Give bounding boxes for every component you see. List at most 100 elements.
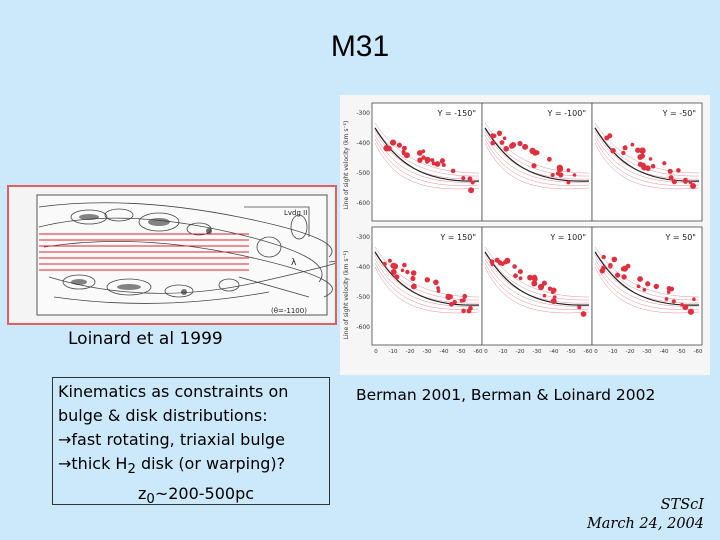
data-point	[611, 256, 618, 263]
panel-label: Y = 50"	[664, 233, 696, 242]
textbox-line-5-sub: 0	[146, 492, 155, 508]
data-point	[433, 279, 439, 286]
textbox-line-5-pre: z	[137, 484, 147, 504]
data-point	[622, 145, 628, 151]
data-point	[688, 180, 693, 185]
data-point	[441, 163, 446, 167]
data-point	[653, 283, 659, 290]
data-point	[396, 142, 402, 148]
model-curve	[374, 262, 480, 310]
data-point	[503, 146, 509, 152]
textbox-line-4-sub: 2	[127, 462, 136, 478]
velocity-panels-figure: Line of sight velocity (km s⁻¹) Line of …	[340, 95, 710, 375]
data-point	[461, 298, 466, 303]
x-tick-label: -30	[423, 349, 432, 355]
map-label-theta: (θ=-1100)	[271, 307, 307, 315]
x-tick-label: -20	[406, 349, 415, 355]
data-point	[577, 305, 582, 310]
data-point	[431, 161, 436, 166]
data-point	[637, 161, 643, 167]
x-tick-label: -60	[474, 349, 483, 355]
data-point	[470, 180, 475, 185]
data-point	[642, 287, 647, 292]
data-point	[669, 286, 675, 292]
model-curve	[484, 266, 590, 314]
panel-label: Y = 100"	[549, 233, 586, 242]
data-point	[630, 142, 635, 147]
map-label-lambda: λ	[291, 258, 297, 268]
map-label-lvdg: Lvdg II	[284, 209, 307, 217]
data-point	[671, 179, 677, 185]
left-figure-caption: Loinard et al 1999	[68, 329, 223, 349]
arrow-icon: →	[58, 454, 72, 473]
data-point	[497, 131, 502, 137]
x-tick-label: -50	[677, 349, 686, 355]
model-curve	[374, 258, 480, 307]
model-curve	[594, 266, 700, 314]
x-tick-label: -20	[516, 349, 525, 355]
data-point	[635, 147, 641, 153]
data-point	[452, 299, 457, 305]
data-point	[517, 269, 523, 275]
model-curve	[374, 142, 480, 190]
data-point	[551, 287, 557, 294]
model-curve	[594, 262, 700, 310]
textbox-line-2: bulge & disk distributions:	[58, 406, 268, 425]
data-point	[468, 187, 475, 194]
data-point	[430, 158, 435, 163]
data-point	[490, 262, 495, 267]
data-point	[580, 311, 587, 317]
model-curve	[484, 142, 590, 190]
model-curve	[594, 142, 700, 190]
x-tick-label: -10	[609, 349, 618, 355]
textbox-line-4-post: disk (or warping)?	[135, 454, 286, 473]
y-tick-label: -300	[356, 234, 370, 241]
data-point	[566, 168, 571, 173]
model-curve	[594, 138, 700, 186]
credit-org: STScI	[660, 497, 704, 513]
data-point	[645, 281, 651, 287]
data-point	[440, 159, 445, 164]
data-point	[424, 156, 431, 163]
right-figure-caption: Berman 2001, Berman & Loinard 2002	[356, 386, 656, 404]
data-point	[405, 269, 410, 275]
model-curve	[484, 262, 590, 310]
data-point	[400, 268, 405, 273]
model-curve	[374, 126, 480, 177]
data-point	[637, 276, 643, 282]
x-tick-label: -60	[694, 349, 703, 355]
data-point	[403, 152, 410, 159]
data-point	[541, 280, 547, 286]
data-point	[601, 254, 606, 260]
data-point	[531, 276, 538, 282]
data-point	[610, 148, 616, 154]
data-point	[410, 270, 417, 276]
co-map-graphic: Lvdg II λ (θ=-1100)	[36, 194, 335, 316]
data-point	[424, 277, 430, 283]
fit-curve	[484, 127, 590, 182]
data-point	[416, 150, 423, 156]
textbox-line-1: Kinematics as constraints on	[58, 382, 289, 401]
data-point	[648, 157, 653, 161]
data-point	[636, 284, 641, 289]
x-tick-label: -40	[440, 349, 449, 355]
panel-label: Y = -100"	[546, 109, 586, 118]
panel-frame	[481, 102, 593, 222]
x-tick-label: -40	[660, 349, 669, 355]
panel-frame	[481, 226, 593, 346]
data-point	[394, 274, 400, 280]
data-point	[691, 184, 696, 189]
data-point	[621, 150, 626, 156]
y-tick-label: -600	[356, 324, 370, 331]
data-point	[662, 161, 667, 166]
data-point	[517, 140, 523, 147]
velocity-panels-graphic: Line of sight velocity (km s⁻¹) Line of …	[343, 102, 703, 355]
data-point	[387, 258, 392, 263]
data-point	[531, 163, 537, 169]
textbox-line-5-post: ~200-500pc	[154, 484, 255, 504]
data-point	[566, 180, 571, 185]
data-point	[522, 143, 529, 150]
textbox-line-4-pre: thick H	[71, 454, 128, 473]
data-point	[683, 179, 688, 184]
x-tick-label: -30	[533, 349, 542, 355]
